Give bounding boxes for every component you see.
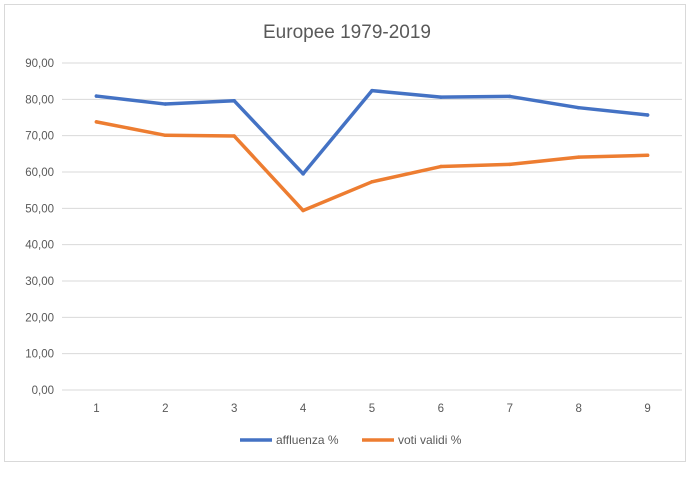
y-tick-label: 40,00	[25, 240, 54, 252]
series-lines	[94, 88, 650, 213]
x-tick-label: 3	[231, 403, 237, 415]
gridlines	[62, 62, 682, 391]
y-tick-label: 10,00	[25, 349, 54, 361]
data-point	[508, 94, 512, 99]
data-point	[439, 164, 443, 169]
y-tick-label: 30,00	[25, 276, 54, 288]
x-tick-label: 4	[300, 403, 307, 415]
series-line-1	[94, 88, 650, 176]
x-tick-label: 5	[369, 403, 375, 415]
x-tick-label: 7	[507, 403, 513, 415]
data-point	[94, 120, 99, 124]
x-tick-label: 6	[438, 403, 444, 415]
x-tick-label: 1	[93, 403, 99, 415]
data-point	[439, 95, 443, 99]
legend: affluenza % voti validi %	[240, 433, 462, 447]
y-tick-label: 70,00	[25, 131, 54, 143]
x-tick-label: 9	[644, 403, 650, 415]
data-point	[645, 153, 650, 158]
chart-title: Europee 1979-2019	[263, 22, 431, 43]
data-point	[163, 133, 168, 138]
data-point	[370, 180, 374, 184]
y-tick-label: 90,00	[25, 58, 54, 70]
data-point	[232, 134, 236, 138]
legend-label: voti validi %	[398, 433, 462, 447]
data-point	[301, 172, 305, 176]
data-point	[576, 155, 581, 159]
y-tick-label: 0,00	[32, 385, 54, 397]
data-point	[576, 105, 581, 110]
data-point	[232, 99, 236, 103]
y-axis-ticks: 0,00 10,00 20,00 30,00 40,00 50,00 60,00 70,00 8…	[25, 58, 54, 397]
y-tick-label: 80,00	[25, 94, 54, 106]
series-line-2	[94, 120, 650, 213]
y-tick-label: 60,00	[25, 167, 54, 179]
legend-label: affluenza %	[276, 433, 339, 447]
data-point	[163, 102, 168, 106]
y-tick-label: 20,00	[25, 312, 54, 324]
data-point	[94, 94, 99, 98]
data-point	[645, 113, 650, 117]
x-tick-label: 8	[575, 403, 581, 415]
data-point	[301, 208, 305, 213]
data-point	[370, 88, 374, 93]
data-point	[508, 162, 512, 167]
x-axis-ticks: 1 2 3 4 5 6 7 8 9	[93, 403, 651, 415]
chart-frame	[4, 4, 686, 462]
y-tick-label: 50,00	[25, 203, 54, 215]
x-tick-label: 2	[162, 403, 168, 415]
